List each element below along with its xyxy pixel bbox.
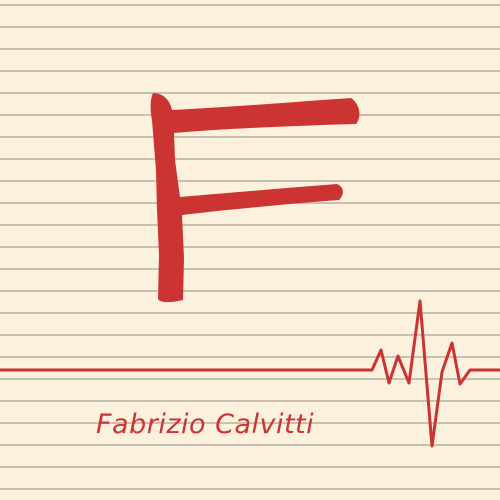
pulse-line bbox=[0, 299, 500, 448]
signature-name: Fabrizio Calvitti bbox=[96, 409, 315, 440]
monogram-f-shape bbox=[150, 93, 360, 303]
